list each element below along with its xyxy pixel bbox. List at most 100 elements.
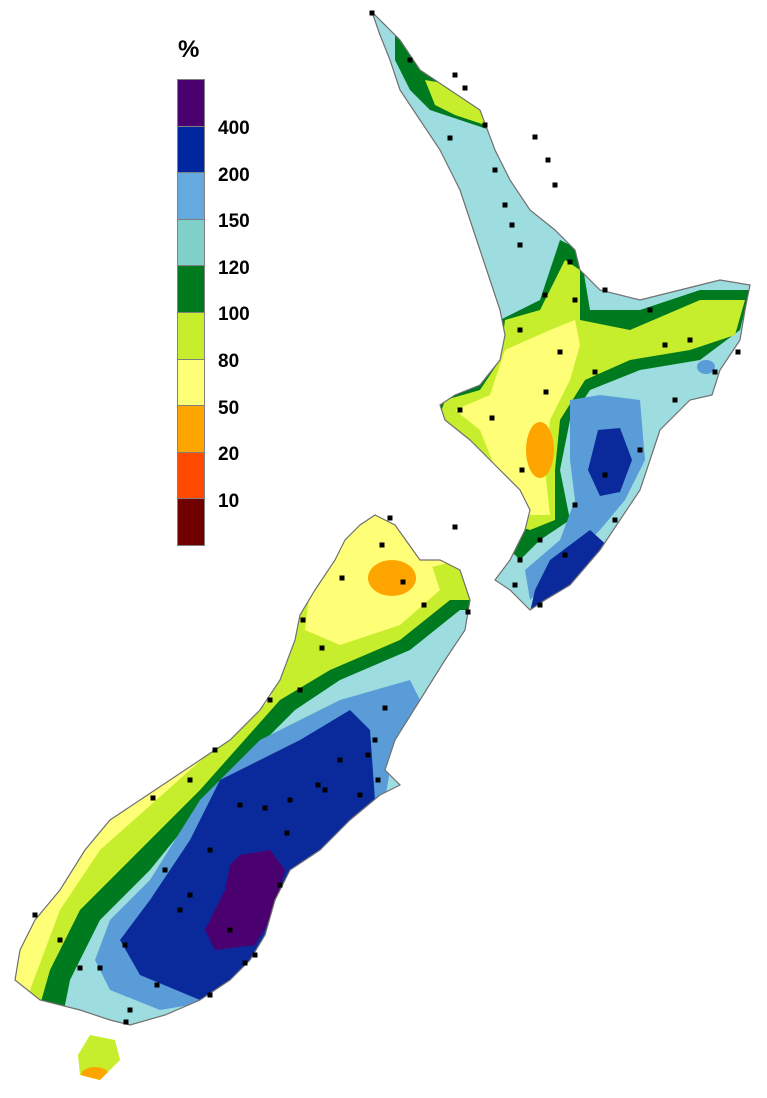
legend-swatch <box>177 218 205 266</box>
station-marker <box>322 787 328 793</box>
station-marker <box>57 937 63 943</box>
station-marker <box>602 287 608 293</box>
station-marker <box>421 602 427 608</box>
station-marker <box>519 467 525 473</box>
station-marker <box>150 795 156 801</box>
legend-swatch <box>177 265 205 312</box>
station-marker <box>267 697 273 703</box>
legend-label: 10 <box>218 490 240 512</box>
legend-swatch <box>177 498 205 546</box>
station-marker <box>97 965 103 971</box>
legend-label: 80 <box>218 351 240 372</box>
station-marker <box>277 882 283 888</box>
station-marker <box>612 517 618 523</box>
station-marker <box>687 337 693 343</box>
station-marker <box>77 965 83 971</box>
legend-label: 120 <box>218 257 250 279</box>
station-marker <box>382 705 388 711</box>
station-marker <box>227 927 233 933</box>
station-marker <box>242 960 248 966</box>
station-marker <box>509 222 515 228</box>
station-marker <box>187 777 193 783</box>
station-marker <box>447 135 453 141</box>
station-marker <box>512 582 518 588</box>
station-marker <box>572 502 578 508</box>
color-legend <box>177 79 205 546</box>
legend-swatch <box>177 451 205 499</box>
station-marker <box>537 602 543 608</box>
station-marker <box>482 122 488 128</box>
station-marker <box>637 447 643 453</box>
station-marker <box>187 892 193 898</box>
legend-label: 20 <box>218 444 240 466</box>
station-marker <box>212 747 218 753</box>
station-marker <box>502 202 508 208</box>
station-marker <box>375 777 381 783</box>
station-markers <box>32 10 741 1025</box>
station-marker <box>365 752 371 758</box>
station-marker <box>127 1007 133 1013</box>
station-marker <box>452 524 458 530</box>
station-marker <box>517 242 523 248</box>
station-marker <box>452 72 458 78</box>
legend-label: 150 <box>218 211 250 233</box>
station-marker <box>592 369 598 375</box>
station-marker <box>284 830 290 836</box>
station-marker <box>647 307 653 313</box>
station-marker <box>387 515 393 521</box>
legend-swatch <box>177 172 205 219</box>
station-marker <box>543 389 549 395</box>
legend-swatch <box>177 358 205 406</box>
legend-swatch <box>177 311 205 359</box>
station-marker <box>123 1019 129 1025</box>
legend-label: 100 <box>218 304 250 326</box>
station-marker <box>300 617 306 623</box>
station-marker <box>572 297 578 303</box>
station-marker <box>662 342 668 348</box>
station-marker <box>237 802 243 808</box>
station-marker <box>492 167 498 173</box>
station-marker <box>517 557 523 563</box>
station-marker <box>407 57 413 63</box>
station-marker <box>262 805 268 811</box>
station-marker <box>557 349 563 355</box>
station-marker <box>457 407 463 413</box>
station-marker <box>552 182 558 188</box>
station-marker <box>672 397 678 403</box>
station-marker <box>489 415 495 421</box>
station-marker <box>735 349 741 355</box>
station-marker <box>297 687 303 693</box>
station-marker <box>287 797 293 803</box>
station-marker <box>122 942 128 948</box>
station-marker <box>462 85 468 91</box>
legend-label: 400 <box>218 118 250 139</box>
legend-swatch <box>177 79 205 126</box>
station-marker <box>400 579 406 585</box>
station-marker <box>357 792 363 798</box>
station-marker <box>567 259 573 265</box>
legend-swatch <box>177 125 205 173</box>
station-marker <box>319 645 325 651</box>
station-marker <box>712 369 718 375</box>
station-marker <box>532 134 538 140</box>
station-marker <box>162 867 168 873</box>
station-marker <box>562 552 568 558</box>
legend-label: 50 <box>218 397 240 419</box>
station-marker <box>465 609 471 615</box>
station-marker <box>372 737 378 743</box>
station-marker <box>32 912 38 918</box>
station-marker <box>337 757 343 763</box>
station-marker <box>379 542 385 548</box>
station-marker <box>177 907 183 913</box>
stewart-island <box>78 1035 120 1080</box>
legend-title: % <box>178 36 200 63</box>
legend-swatch <box>177 405 205 452</box>
station-marker <box>602 472 608 478</box>
station-marker <box>207 992 213 998</box>
station-marker <box>339 575 345 581</box>
station-marker <box>369 10 375 16</box>
legend-label: 200 <box>218 164 250 186</box>
station-marker <box>154 982 160 988</box>
